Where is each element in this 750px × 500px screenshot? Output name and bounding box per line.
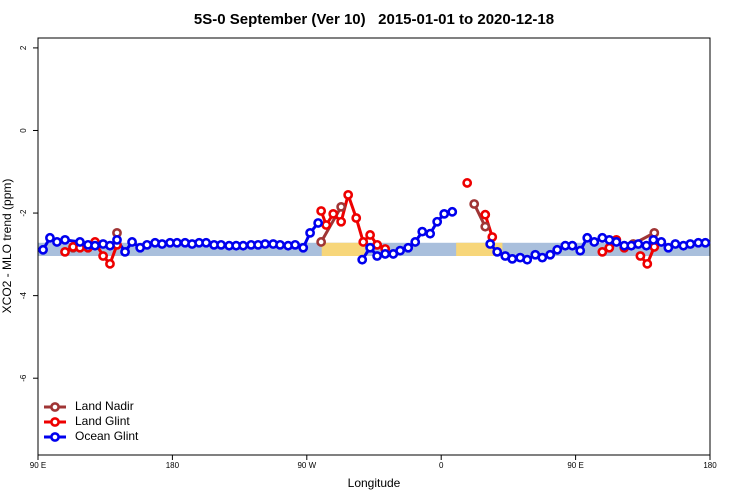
- data-point: [537, 252, 548, 263]
- data-point: [395, 245, 406, 256]
- y-tick-label: -6: [19, 374, 28, 382]
- x-tick-label: 0: [439, 461, 444, 470]
- data-point: [380, 249, 391, 259]
- data-point: [328, 208, 339, 219]
- data-point: [417, 226, 428, 237]
- data-point: [45, 232, 55, 243]
- data-point: [172, 237, 182, 248]
- x-axis-label: Longitude: [348, 476, 401, 490]
- data-point: [410, 237, 421, 247]
- y-tick-label: 2: [19, 45, 28, 50]
- data-point: [216, 239, 226, 250]
- data-point: [642, 258, 653, 269]
- data-point: [358, 237, 369, 247]
- data-point: [700, 237, 711, 248]
- data-point: [403, 242, 414, 253]
- data-point: [298, 242, 309, 253]
- series-line: [319, 189, 386, 251]
- data-point: [60, 234, 70, 245]
- legend-marker: [50, 402, 60, 412]
- legend-marker: [50, 417, 60, 427]
- data-point: [305, 227, 315, 238]
- data-point: [641, 240, 652, 251]
- data-point: [372, 251, 383, 261]
- data-point: [469, 199, 480, 209]
- data-point: [480, 221, 491, 232]
- data-point: [238, 240, 249, 251]
- data-point: [75, 237, 85, 247]
- legend-label: Land Nadir: [75, 399, 134, 413]
- data-point: [635, 251, 646, 261]
- data-point: [685, 239, 696, 249]
- data-point: [575, 245, 586, 256]
- plot-frame: [37, 37, 711, 456]
- data-point: [275, 239, 285, 250]
- data-point: [127, 237, 137, 247]
- data-point: [201, 237, 212, 248]
- data-point: [365, 230, 376, 240]
- data-point: [365, 242, 376, 253]
- data-point: [480, 209, 491, 220]
- data-point: [462, 178, 473, 188]
- data-point: [552, 244, 563, 255]
- data-point: [336, 216, 347, 227]
- data-point: [447, 206, 458, 217]
- data-point: [522, 254, 533, 265]
- data-point: [351, 213, 362, 223]
- data-point: [670, 239, 681, 249]
- x-tick-label: 90 E: [30, 461, 46, 470]
- y-axis-label: XCO2 - MLO trend (ppm): [0, 179, 14, 314]
- data-point: [604, 242, 615, 253]
- data-point: [656, 237, 667, 247]
- data-point: [105, 240, 115, 251]
- x-tick-label: 180: [703, 461, 717, 470]
- highlight-band: [321, 242, 366, 256]
- data-point: [38, 244, 48, 255]
- data-point: [321, 220, 332, 230]
- data-point: [260, 239, 271, 249]
- data-point: [611, 237, 622, 247]
- data-point: [485, 239, 496, 249]
- legend-label: Land Glint: [75, 414, 130, 428]
- data-point: [105, 258, 115, 269]
- data-point: [90, 240, 100, 251]
- data-point: [142, 239, 152, 250]
- legend-marker: [50, 432, 60, 442]
- data-point: [157, 239, 167, 249]
- data-point: [432, 216, 443, 227]
- data-point: [343, 189, 354, 200]
- data-point: [112, 234, 122, 245]
- data-point: [567, 240, 578, 251]
- data-point: [313, 218, 324, 228]
- y-tick-label: -2: [19, 209, 28, 217]
- data-point: [582, 232, 593, 243]
- chart-title: 5S-0 September (Ver 10) 2015-01-01 to 20…: [194, 11, 554, 28]
- data-point: [290, 239, 301, 250]
- data-point: [589, 237, 600, 247]
- x-tick-label: 90 W: [297, 461, 316, 470]
- data-point: [316, 206, 327, 216]
- data-point: [336, 201, 347, 212]
- data-point: [507, 253, 518, 264]
- data-point: [492, 246, 503, 257]
- y-tick-label: -4: [19, 292, 28, 300]
- data-point: [60, 246, 70, 257]
- data-point: [52, 237, 62, 247]
- x-tick-label: 180: [166, 461, 180, 470]
- data-point: [425, 228, 436, 239]
- data-point: [545, 249, 556, 260]
- x-tick-label: 90 E: [567, 461, 583, 470]
- y-tick-label: 0: [19, 128, 28, 133]
- data-point: [597, 246, 608, 257]
- data-point: [316, 237, 327, 247]
- legend-label: Ocean Glint: [75, 429, 139, 443]
- data-point: [120, 246, 130, 257]
- data-point: [98, 251, 109, 261]
- data-point: [648, 234, 659, 245]
- data-point: [633, 239, 644, 249]
- data-point: [663, 242, 674, 253]
- data-point: [439, 208, 450, 219]
- data-point: [357, 254, 368, 265]
